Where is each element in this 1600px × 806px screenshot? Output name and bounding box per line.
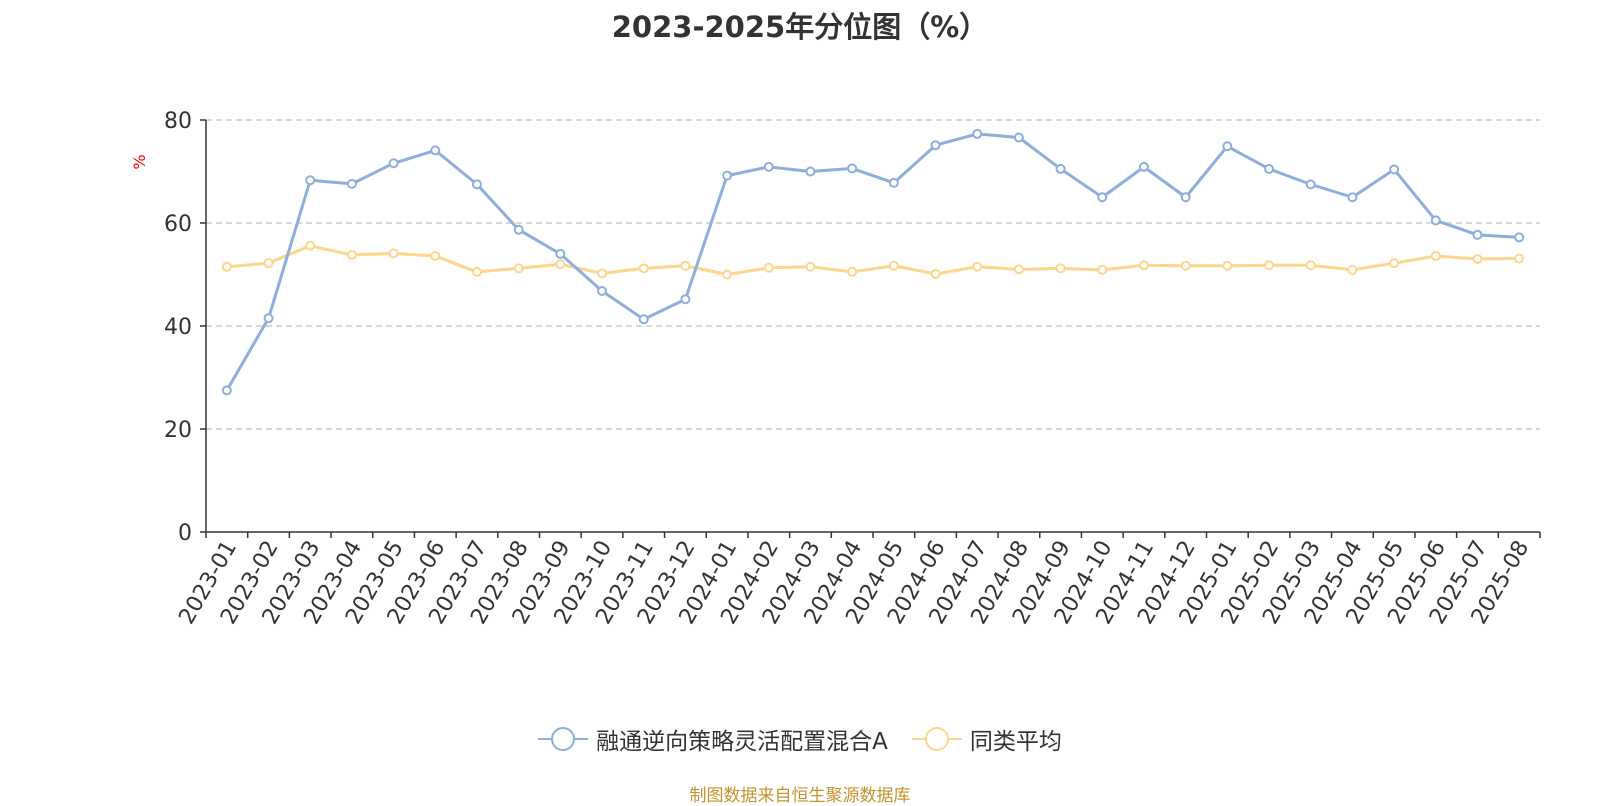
series-layer — [221, 128, 1525, 396]
data-point — [430, 145, 441, 156]
data-point — [388, 248, 399, 259]
data-point — [1138, 161, 1149, 172]
data-point — [805, 166, 816, 177]
data-point — [513, 224, 524, 235]
data-point — [847, 163, 858, 174]
data-point — [638, 263, 649, 274]
data-point — [1222, 141, 1233, 152]
data-point — [221, 261, 232, 272]
legend-item-average[interactable]: 同类平均 — [911, 722, 1062, 756]
data-point — [597, 268, 608, 279]
data-point — [722, 170, 733, 181]
data-point — [1389, 164, 1400, 175]
grid-lines — [206, 119, 1540, 430]
data-point — [638, 314, 649, 325]
x-axis: 2023-012023-022023-032023-042023-052023-… — [174, 531, 1541, 629]
data-point — [1264, 163, 1275, 174]
series-average — [221, 240, 1525, 280]
data-point — [305, 175, 316, 186]
data-point — [1138, 260, 1149, 271]
data-point — [1514, 232, 1525, 243]
data-point — [221, 385, 232, 396]
data-point — [1430, 215, 1441, 226]
data-point — [471, 266, 482, 277]
data-point — [763, 262, 774, 273]
data-point — [430, 250, 441, 261]
y-axis-unit: % — [130, 154, 149, 169]
series-fund — [221, 128, 1525, 396]
data-point — [1347, 264, 1358, 275]
data-point — [1430, 250, 1441, 261]
data-point — [555, 248, 566, 259]
data-point — [346, 249, 357, 260]
data-point — [263, 313, 274, 324]
line-circle-icon — [911, 727, 962, 751]
legend: 融通逆向策略灵活配置混合A 同类平均 — [0, 722, 1600, 756]
series-line — [225, 132, 1520, 392]
data-point — [1264, 260, 1275, 271]
data-point — [471, 179, 482, 190]
data-point — [1013, 132, 1024, 143]
data-point — [1222, 260, 1233, 271]
data-point — [1514, 253, 1525, 264]
data-point — [1097, 192, 1108, 203]
data-point — [763, 161, 774, 172]
line-circle-icon — [538, 727, 589, 751]
data-point — [1472, 229, 1483, 240]
data-point — [930, 268, 941, 279]
data-point — [1055, 263, 1066, 274]
data-point — [972, 128, 983, 139]
data-point — [888, 177, 899, 188]
data-point — [1347, 192, 1358, 203]
data-point — [263, 258, 274, 269]
data-point — [555, 259, 566, 270]
data-point — [972, 261, 983, 272]
data-source-note: 制图数据来自恒生聚源数据库 — [689, 786, 911, 806]
data-point — [597, 285, 608, 296]
y-tick-label: 0 — [178, 521, 192, 546]
y-tick-label: 40 — [164, 315, 192, 340]
chart-title: 2023-2025年分位图（%） — [611, 10, 989, 44]
data-point — [680, 294, 691, 305]
data-point — [305, 240, 316, 251]
data-point — [722, 269, 733, 280]
data-point — [1305, 260, 1316, 271]
data-point — [1055, 163, 1066, 174]
data-point — [513, 263, 524, 274]
data-point — [1389, 258, 1400, 269]
legend-item-fund[interactable]: 融通逆向策略灵活配置混合A — [538, 722, 888, 756]
data-point — [847, 266, 858, 277]
legend-label-fund: 融通逆向策略灵活配置混合A — [596, 729, 888, 755]
y-tick-label: 20 — [164, 418, 192, 443]
y-tick-label: 60 — [164, 212, 192, 237]
data-point — [1097, 264, 1108, 275]
data-point — [805, 261, 816, 272]
series-line — [226, 244, 1520, 276]
legend-label-average: 同类平均 — [969, 729, 1062, 755]
data-point — [930, 140, 941, 151]
data-point — [1305, 179, 1316, 190]
data-point — [680, 260, 691, 271]
y-tick-label: 80 — [164, 109, 192, 134]
data-point — [1013, 264, 1024, 275]
data-point — [388, 158, 399, 169]
y-axis: 0 20 40 60 80 — [164, 109, 207, 546]
data-point — [1472, 254, 1483, 265]
data-point — [346, 178, 357, 189]
data-point — [888, 260, 899, 271]
data-point — [1180, 192, 1191, 203]
data-point — [1180, 260, 1191, 271]
